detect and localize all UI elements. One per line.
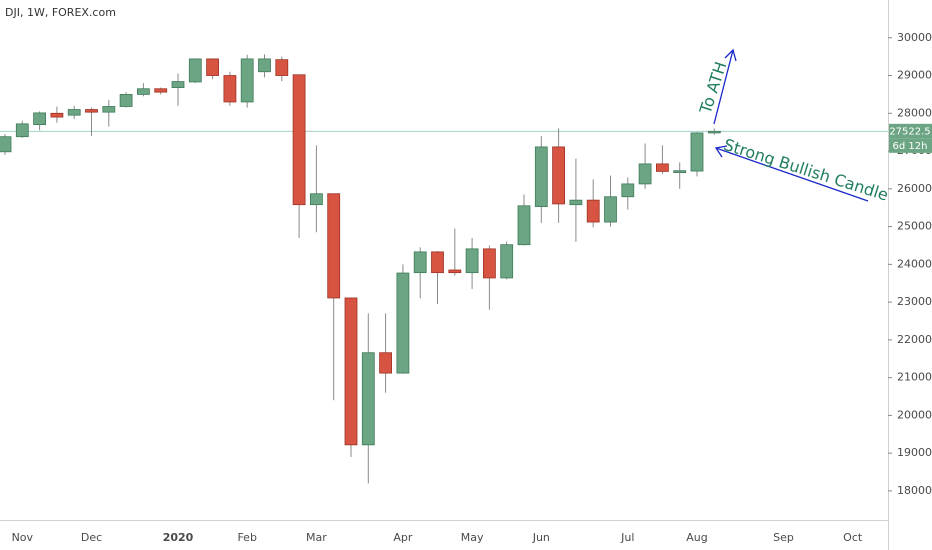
y-tick-label: 25000.0	[897, 220, 932, 233]
candle-body	[517, 205, 531, 246]
candle-body	[673, 170, 687, 173]
candle-body	[552, 146, 565, 205]
x-tick-label: Sep	[773, 531, 794, 544]
candle-body	[171, 81, 185, 89]
arrow-head	[714, 145, 728, 158]
candle-body	[638, 163, 652, 185]
price-label: 27522.5	[889, 126, 930, 137]
x-tick-label: Dec	[81, 531, 102, 544]
candle-body	[0, 136, 12, 153]
y-tick-label: 24000.0	[897, 257, 932, 270]
arrow	[713, 49, 734, 125]
candle-body	[154, 88, 168, 93]
candle-body	[85, 109, 98, 113]
x-tick-label: Feb	[237, 531, 256, 544]
candle-body	[707, 130, 721, 134]
arrow	[715, 147, 869, 202]
y-tick-label: 23000.0	[897, 295, 932, 308]
candle-body	[67, 109, 81, 116]
price-label-box	[889, 123, 932, 139]
y-tick-label: 26000.0	[897, 182, 932, 195]
plot	[0, 54, 888, 484]
y-tick-label: 18000.0	[897, 484, 932, 497]
candle-body	[621, 183, 635, 198]
y-tick-label: 30000.0	[897, 31, 932, 44]
x-tick-label: Nov	[12, 531, 34, 544]
candle-body	[656, 163, 669, 172]
candle-body	[534, 146, 548, 207]
x-tick-label: May	[461, 531, 484, 544]
countdown: 6d 12h	[893, 141, 928, 152]
candle-body	[604, 196, 617, 223]
y-tick-label: 21000.0	[897, 371, 932, 384]
candle-body	[327, 193, 341, 299]
candle-body	[50, 112, 64, 118]
candle-body	[223, 75, 237, 103]
candle-body	[344, 297, 358, 446]
candle-body	[500, 244, 514, 279]
candle-body	[240, 58, 254, 103]
candle-body	[448, 269, 462, 274]
candle-body	[396, 272, 410, 374]
candle-body	[258, 58, 271, 73]
candle-body	[379, 352, 393, 374]
y-tick-label: 29000.0	[897, 69, 932, 82]
candle-body	[431, 251, 444, 274]
x-tick-label: Jun	[532, 531, 550, 544]
y-tick-label: 19000.0	[897, 446, 932, 459]
candle-body	[188, 58, 202, 83]
candle-body	[136, 88, 150, 95]
y-tick-label: 22000.0	[897, 333, 932, 346]
candle-body	[482, 248, 496, 279]
countdown-box	[889, 138, 932, 153]
candle-body	[569, 199, 583, 206]
x-tick-label: Mar	[306, 531, 327, 544]
chart-title: DJI, 1W, FOREX.com	[5, 6, 116, 19]
candle-body	[361, 352, 375, 446]
candle-body	[413, 251, 427, 274]
x-tick-label: Apr	[393, 531, 413, 544]
candle-body	[102, 106, 116, 113]
x-tick-label: Oct	[843, 531, 863, 544]
candle-body	[690, 132, 704, 172]
candle-body	[309, 193, 323, 206]
x-tick-label: Aug	[686, 531, 707, 544]
candle-body	[206, 58, 220, 76]
candle-body	[586, 199, 600, 223]
candle-body	[33, 112, 46, 126]
candle-body	[119, 94, 133, 107]
x-tick-label: Jul	[620, 531, 634, 544]
y-tick-label: 20000.0	[897, 408, 932, 421]
candle-body	[275, 59, 289, 76]
x-tick-label: 2020	[163, 531, 194, 544]
arrow-head	[724, 48, 737, 62]
candle-body	[292, 74, 306, 206]
candle-body	[465, 248, 479, 274]
candle-body	[15, 123, 29, 138]
y-tick-label: 28000.0	[897, 106, 932, 119]
